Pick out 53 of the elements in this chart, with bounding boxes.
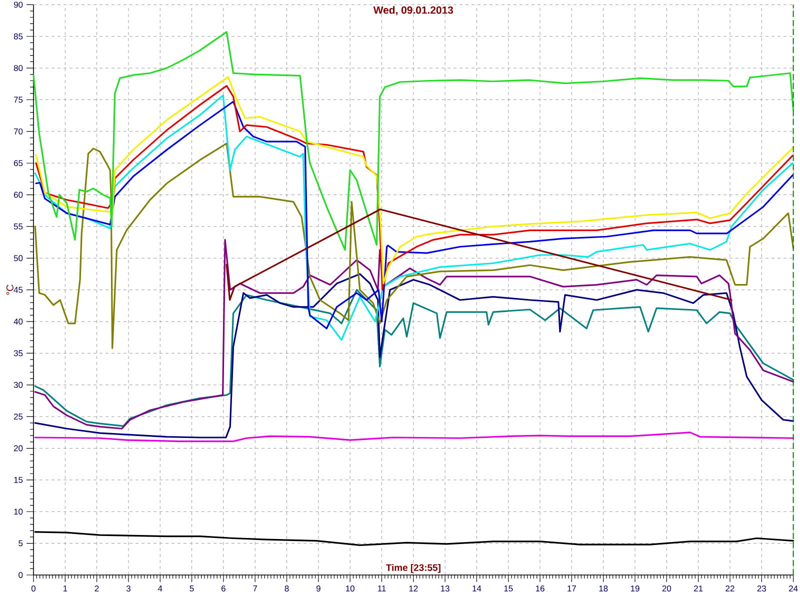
x-tick-label: 13 [440, 586, 450, 592]
y-tick-label: 25 [14, 414, 23, 420]
line-series [32, 31, 794, 251]
y-tick-label: 10 [14, 508, 23, 515]
y-tick-label: 65 [14, 160, 23, 166]
y-tick-label: 30 [14, 382, 23, 388]
x-tick-label: 8 [284, 586, 289, 592]
y-tick-label: 15 [14, 476, 23, 483]
x-tick-label: 23 [757, 586, 766, 592]
x-tick-label: 5 [190, 586, 194, 592]
y-tick-label: 5 [18, 540, 23, 546]
line-series [34, 432, 794, 442]
x-tick-label: 17 [568, 586, 576, 592]
y-axis-title: °C [6, 284, 14, 295]
x-tick-label: 18 [599, 586, 608, 592]
y-tick-label: 0 [18, 572, 23, 578]
y-tick-label: 75 [14, 96, 23, 103]
x-tick-label: 2 [94, 586, 99, 592]
line-series [226, 208, 732, 301]
x-tick-label: 19 [630, 586, 640, 592]
y-tick-label: 85 [14, 33, 23, 40]
x-tick-label: 16 [536, 586, 544, 592]
x-tick-label: 6 [222, 586, 226, 592]
line-series [34, 289, 794, 427]
x-tick-label: 9 [316, 586, 320, 592]
x-axis-title: Time [23:55] [386, 564, 440, 573]
y-tick-label: 40 [14, 318, 23, 325]
x-tick-label: 0 [31, 586, 36, 592]
y-tick-label: 50 [14, 255, 23, 262]
x-tick-label: 11 [378, 586, 386, 592]
y-tick-label: 45 [14, 286, 23, 293]
chart-title: Wed, 09.01.2013 [373, 6, 454, 16]
y-tick-label: 60 [14, 192, 23, 198]
x-tick-label: 4 [158, 586, 162, 592]
x-tick-label: 10 [346, 586, 354, 592]
x-tick-label: 7 [253, 586, 258, 592]
line-series [34, 142, 794, 349]
y-tick-label: 55 [14, 224, 23, 230]
x-tick-label: 1 [63, 586, 68, 592]
x-tick-label: 14 [472, 586, 482, 592]
x-tick-label: 15 [504, 586, 513, 592]
y-tick-label: 35 [14, 350, 23, 356]
y-tick-label: 70 [14, 128, 23, 134]
x-tick-label: 3 [126, 586, 130, 592]
x-tick-label: 21 [694, 586, 703, 592]
x-tick-label: 24 [789, 586, 798, 592]
line-series [34, 273, 794, 438]
x-tick-label: 12 [409, 586, 418, 592]
y-tick-label: 80 [14, 65, 23, 72]
y-tick-label: 20 [14, 445, 23, 452]
x-tick-label: 20 [662, 586, 672, 592]
x-tick-label: 22 [726, 586, 734, 592]
y-tick-label: 90 [14, 2, 23, 8]
